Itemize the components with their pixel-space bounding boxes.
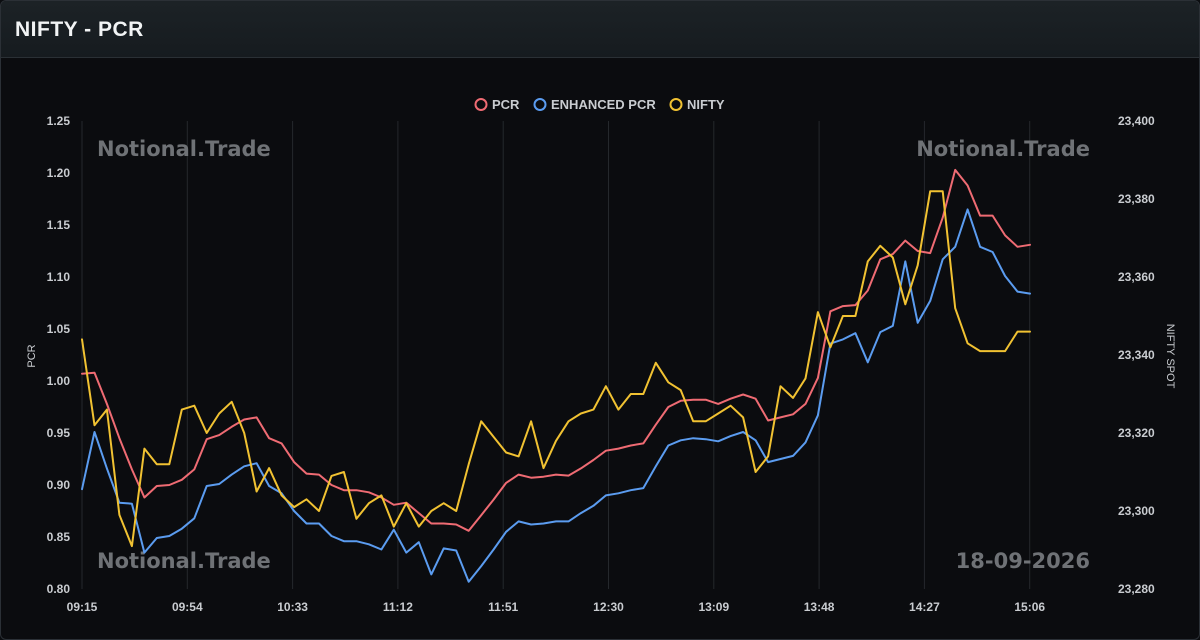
y2-tick-label: 23,400 (1118, 114, 1155, 128)
y2-axis-ticks: 23,280 23,300 23,320 23,340 23,360 23,380 23,4… (1118, 114, 1155, 596)
watermark-date: 18-09-2026 (956, 549, 1090, 573)
legend-item-enhanced-pcr[interactable]: ENHANCED PCR (533, 97, 657, 112)
x-tick-label: 15:06 (1014, 600, 1045, 614)
y-tick-label: 1.25 (47, 114, 71, 128)
y2-tick-label: 23,320 (1118, 426, 1155, 440)
x-tick-label: 11:12 (383, 600, 413, 614)
y-axis-ticks: 0.80 0.85 0.90 0.95 1.00 1.05 1.10 1.15 1.20 1.25 (47, 114, 71, 596)
y2-tick-label: 23,280 (1118, 582, 1155, 596)
y2-tick-label: 23,360 (1118, 270, 1155, 284)
y-tick-label: 1.05 (47, 322, 71, 336)
legend-label-pcr: PCR (492, 97, 520, 112)
x-tick-label: 09:54 (172, 600, 203, 614)
legend-label-enhanced-pcr: ENHANCED PCR (551, 97, 656, 112)
x-tick-label: 09:15 (67, 600, 98, 614)
legend-marker-pcr (474, 98, 488, 111)
legend-label-nifty: NIFTY (687, 97, 725, 112)
y-axis-title: PCR (26, 344, 38, 367)
y-tick-label: 0.85 (47, 530, 71, 544)
x-tick-label: 13:09 (698, 600, 729, 614)
y-tick-label: 0.90 (47, 478, 71, 492)
x-axis-ticks: 09:15 09:54 10:33 11:12 11:51 12:30 13:09 13:48… (67, 600, 1046, 614)
x-tick-label: 14:27 (909, 600, 940, 614)
enhanced-pcr-line[interactable] (81, 208, 1031, 583)
pcr-line[interactable] (81, 168, 1031, 532)
x-tick-label: 12:30 (593, 600, 624, 614)
nifty-line[interactable] (81, 190, 1031, 548)
page-title: NIFTY - PCR (15, 18, 144, 41)
y-tick-label: 0.95 (47, 426, 71, 440)
y-tick-label: 1.20 (47, 166, 71, 180)
y-tick-label: 1.15 (47, 218, 71, 232)
series-lines (81, 168, 1031, 583)
panel-header: NIFTY - PCR (1, 1, 1199, 58)
x-tick-label: 13:48 (804, 600, 835, 614)
legend-marker-enhanced-pcr (533, 98, 547, 111)
y2-tick-label: 23,340 (1118, 348, 1155, 362)
y-tick-label: 0.80 (47, 582, 71, 596)
y2-tick-label: 23,380 (1118, 192, 1155, 206)
y2-tick-label: 23,300 (1118, 504, 1155, 518)
legend-item-nifty[interactable]: NIFTY (669, 97, 725, 112)
legend: PCR ENHANCED PCR NIFTY (474, 97, 725, 112)
watermark-top-right: Notional.Trade (916, 137, 1090, 161)
grid-lines (81, 121, 1031, 589)
legend-marker-nifty (669, 98, 683, 111)
watermark-bottom-left: Notional.Trade (97, 549, 271, 573)
y-tick-label: 1.10 (47, 270, 71, 284)
legend-item-pcr[interactable]: PCR (474, 97, 521, 112)
y2-axis-title: NIFTY SPOT (1164, 324, 1176, 389)
x-tick-label: 10:33 (277, 600, 308, 614)
watermark-top-left: Notional.Trade (97, 137, 271, 161)
x-tick-label: 11:51 (488, 600, 518, 614)
y-tick-label: 1.00 (47, 374, 71, 388)
pcr-chart: PCR ENHANCED PCR NIFTY Notional.Trade No… (26, 97, 1176, 614)
